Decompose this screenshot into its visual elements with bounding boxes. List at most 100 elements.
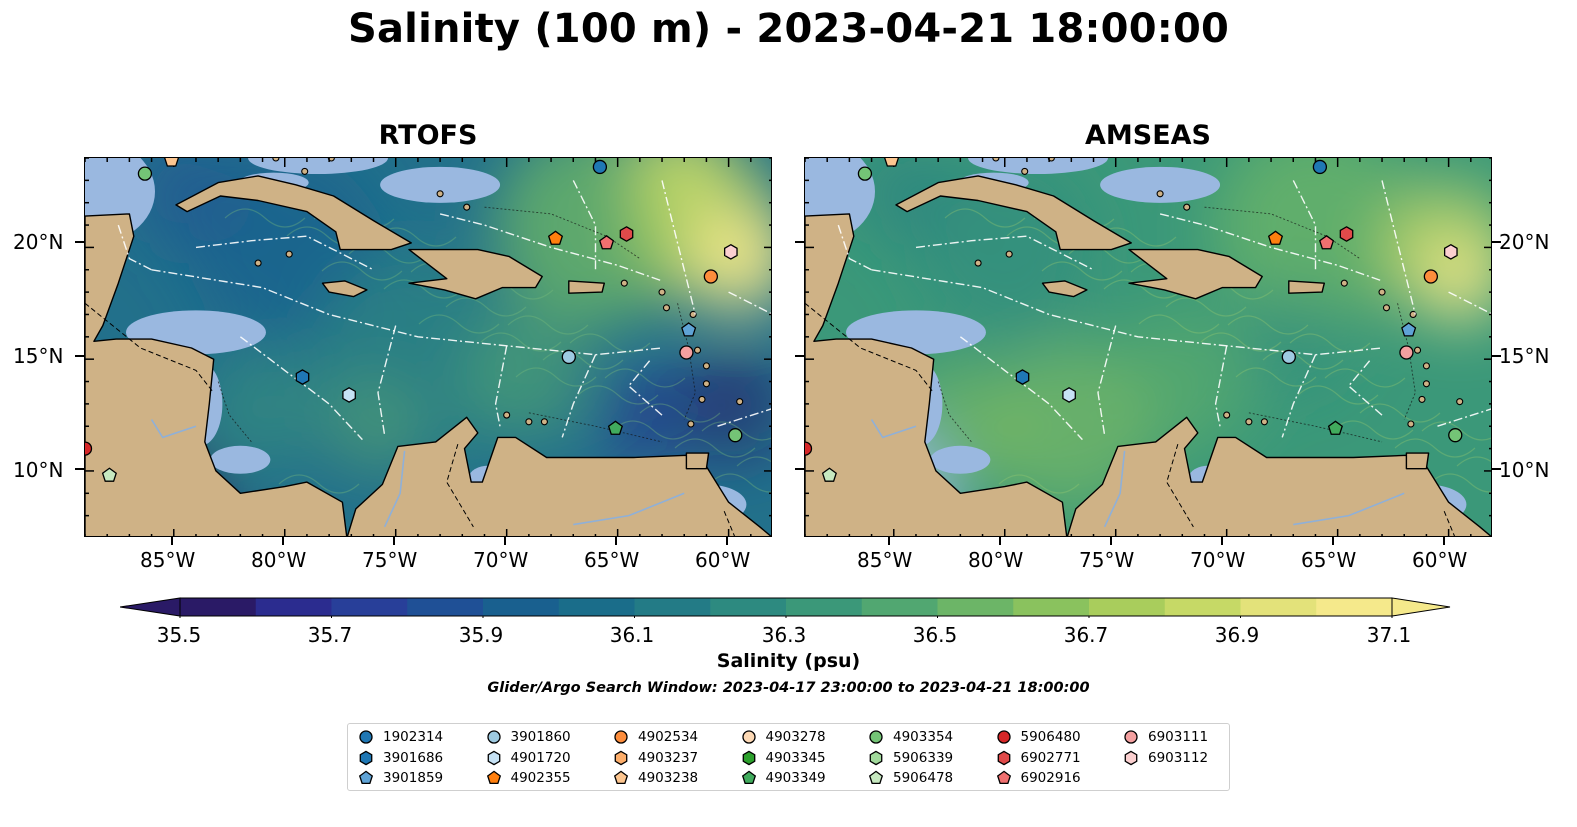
map-svg [85, 158, 771, 536]
lat-tick-label: 20°N [1499, 230, 1550, 254]
landmass [805, 213, 1068, 536]
lon-tick-label: 85°W [857, 548, 913, 572]
lon-tick-label: 75°W [362, 548, 418, 572]
float-marker-6902916 [598, 234, 615, 250]
colorbar-bin [1240, 598, 1317, 616]
axis-tick [888, 537, 890, 545]
hexagon-marker-icon [997, 750, 1010, 765]
colorbar-tick-label: 37.1 [1366, 623, 1412, 647]
axis-tick [1492, 355, 1501, 357]
legend-marker [359, 750, 373, 765]
landmass [1066, 416, 1491, 536]
lon-tick-label: 60°W [695, 548, 751, 572]
legend-marker [486, 770, 501, 784]
float-marker-5906478 [821, 467, 837, 482]
legend-item: 3901860 [486, 727, 571, 747]
lon-tick-label: 80°W [251, 548, 307, 572]
colorbar-tick-label: 36.3 [761, 623, 807, 647]
legend-marker [613, 770, 629, 784]
legend-label: 5906478 [893, 770, 954, 786]
legend-label: 3901860 [510, 729, 571, 745]
float-marker-4903349 [607, 420, 623, 435]
legend-item: 5906339 [868, 748, 953, 768]
lat-tick-label: 10°N [13, 458, 64, 482]
colorbar-tick-label: 36.5 [912, 623, 958, 647]
lon-tick-label: 65°W [584, 548, 640, 572]
axis-tick [75, 468, 84, 470]
axis-tick [1221, 537, 1223, 545]
float-marker-4901720 [342, 387, 356, 403]
legend-item: 4902355 [486, 768, 571, 788]
legend-marker [487, 750, 500, 765]
float-marker-6903111 [1399, 345, 1414, 360]
legend-item: 1902314 [358, 727, 443, 747]
axis-tick [726, 537, 728, 545]
pentagon-marker-icon [358, 770, 374, 784]
float-marker-1902314 [1312, 159, 1328, 175]
circle-marker-icon [996, 730, 1011, 744]
legend-label: 6902916 [1020, 770, 1081, 786]
float-marker-3901686 [1015, 369, 1030, 385]
float-marker-5906480 [805, 441, 813, 456]
legend-item: 4902534 [613, 727, 698, 747]
lat-tick-label: 15°N [1499, 344, 1550, 368]
landmass [1405, 452, 1430, 470]
axis-tick [795, 241, 804, 243]
legend-marker [742, 750, 755, 765]
legend-item: 4903354 [868, 727, 953, 747]
legend-label: 4903237 [638, 749, 699, 766]
colorbar-tick-label: 36.1 [609, 623, 655, 647]
float-marker-3901686 [295, 369, 310, 385]
colorbar-bin [558, 598, 635, 616]
landmass [568, 280, 605, 294]
float-marker-4903354 [1448, 428, 1463, 443]
legend-marker [868, 770, 884, 784]
axis-tick [75, 355, 84, 357]
float-marker-4902534 [1423, 269, 1439, 284]
colorbar-under-arrow [120, 597, 181, 617]
colorbar-bin [180, 598, 257, 616]
legend-item: 6902916 [996, 768, 1081, 788]
colorbar-bin [1089, 598, 1166, 616]
axis-tick [1110, 537, 1112, 545]
colorbar-bin [937, 598, 1014, 616]
legend-label: 4902355 [510, 770, 571, 786]
landmass [1041, 280, 1088, 298]
landmass [321, 280, 368, 298]
lat-tick-label: 15°N [13, 344, 64, 368]
colorbar-bin [1013, 598, 1090, 616]
legend-item: 4903349 [741, 768, 826, 788]
landmass [346, 416, 771, 536]
axis-tick [504, 537, 506, 545]
lon-tick-label: 85°W [140, 548, 196, 572]
float-marker-3901859 [1401, 322, 1417, 337]
legend-label: 4903354 [893, 729, 954, 745]
legend-label: 4902534 [638, 729, 699, 745]
circle-marker-icon [486, 730, 501, 744]
float-marker-6902916 [1318, 234, 1335, 250]
colorbar-bin [634, 598, 711, 616]
legend-label: 1902314 [383, 729, 444, 745]
colorbar-bin [331, 598, 408, 616]
circle-marker-icon [1124, 730, 1138, 744]
float-marker-6902771 [619, 226, 634, 242]
float-marker-4902355 [1267, 230, 1284, 245]
axis-tick [1492, 241, 1501, 243]
legend-label: 6902771 [1020, 749, 1081, 766]
pentagon-marker-icon [486, 770, 501, 784]
figure-title: Salinity (100 m) - 2023-04-21 18:00:00 [347, 6, 1230, 52]
axis-tick [1492, 468, 1501, 470]
map-panel-rtofs [84, 157, 772, 537]
legend-item: 3901686 [358, 748, 443, 768]
landmass [85, 213, 348, 536]
colorbar-tick-label: 36.7 [1063, 623, 1109, 647]
landmass [685, 452, 710, 470]
legend-label: 5906339 [893, 749, 954, 766]
hexagon-marker-icon [742, 750, 755, 765]
legend-label: 3901859 [383, 770, 444, 786]
colorbar [120, 597, 1451, 618]
lon-tick-label: 70°W [473, 548, 529, 572]
legend-marker [614, 730, 628, 744]
hexagon-marker-icon [1124, 750, 1138, 765]
legend-label: 3901686 [383, 749, 444, 766]
